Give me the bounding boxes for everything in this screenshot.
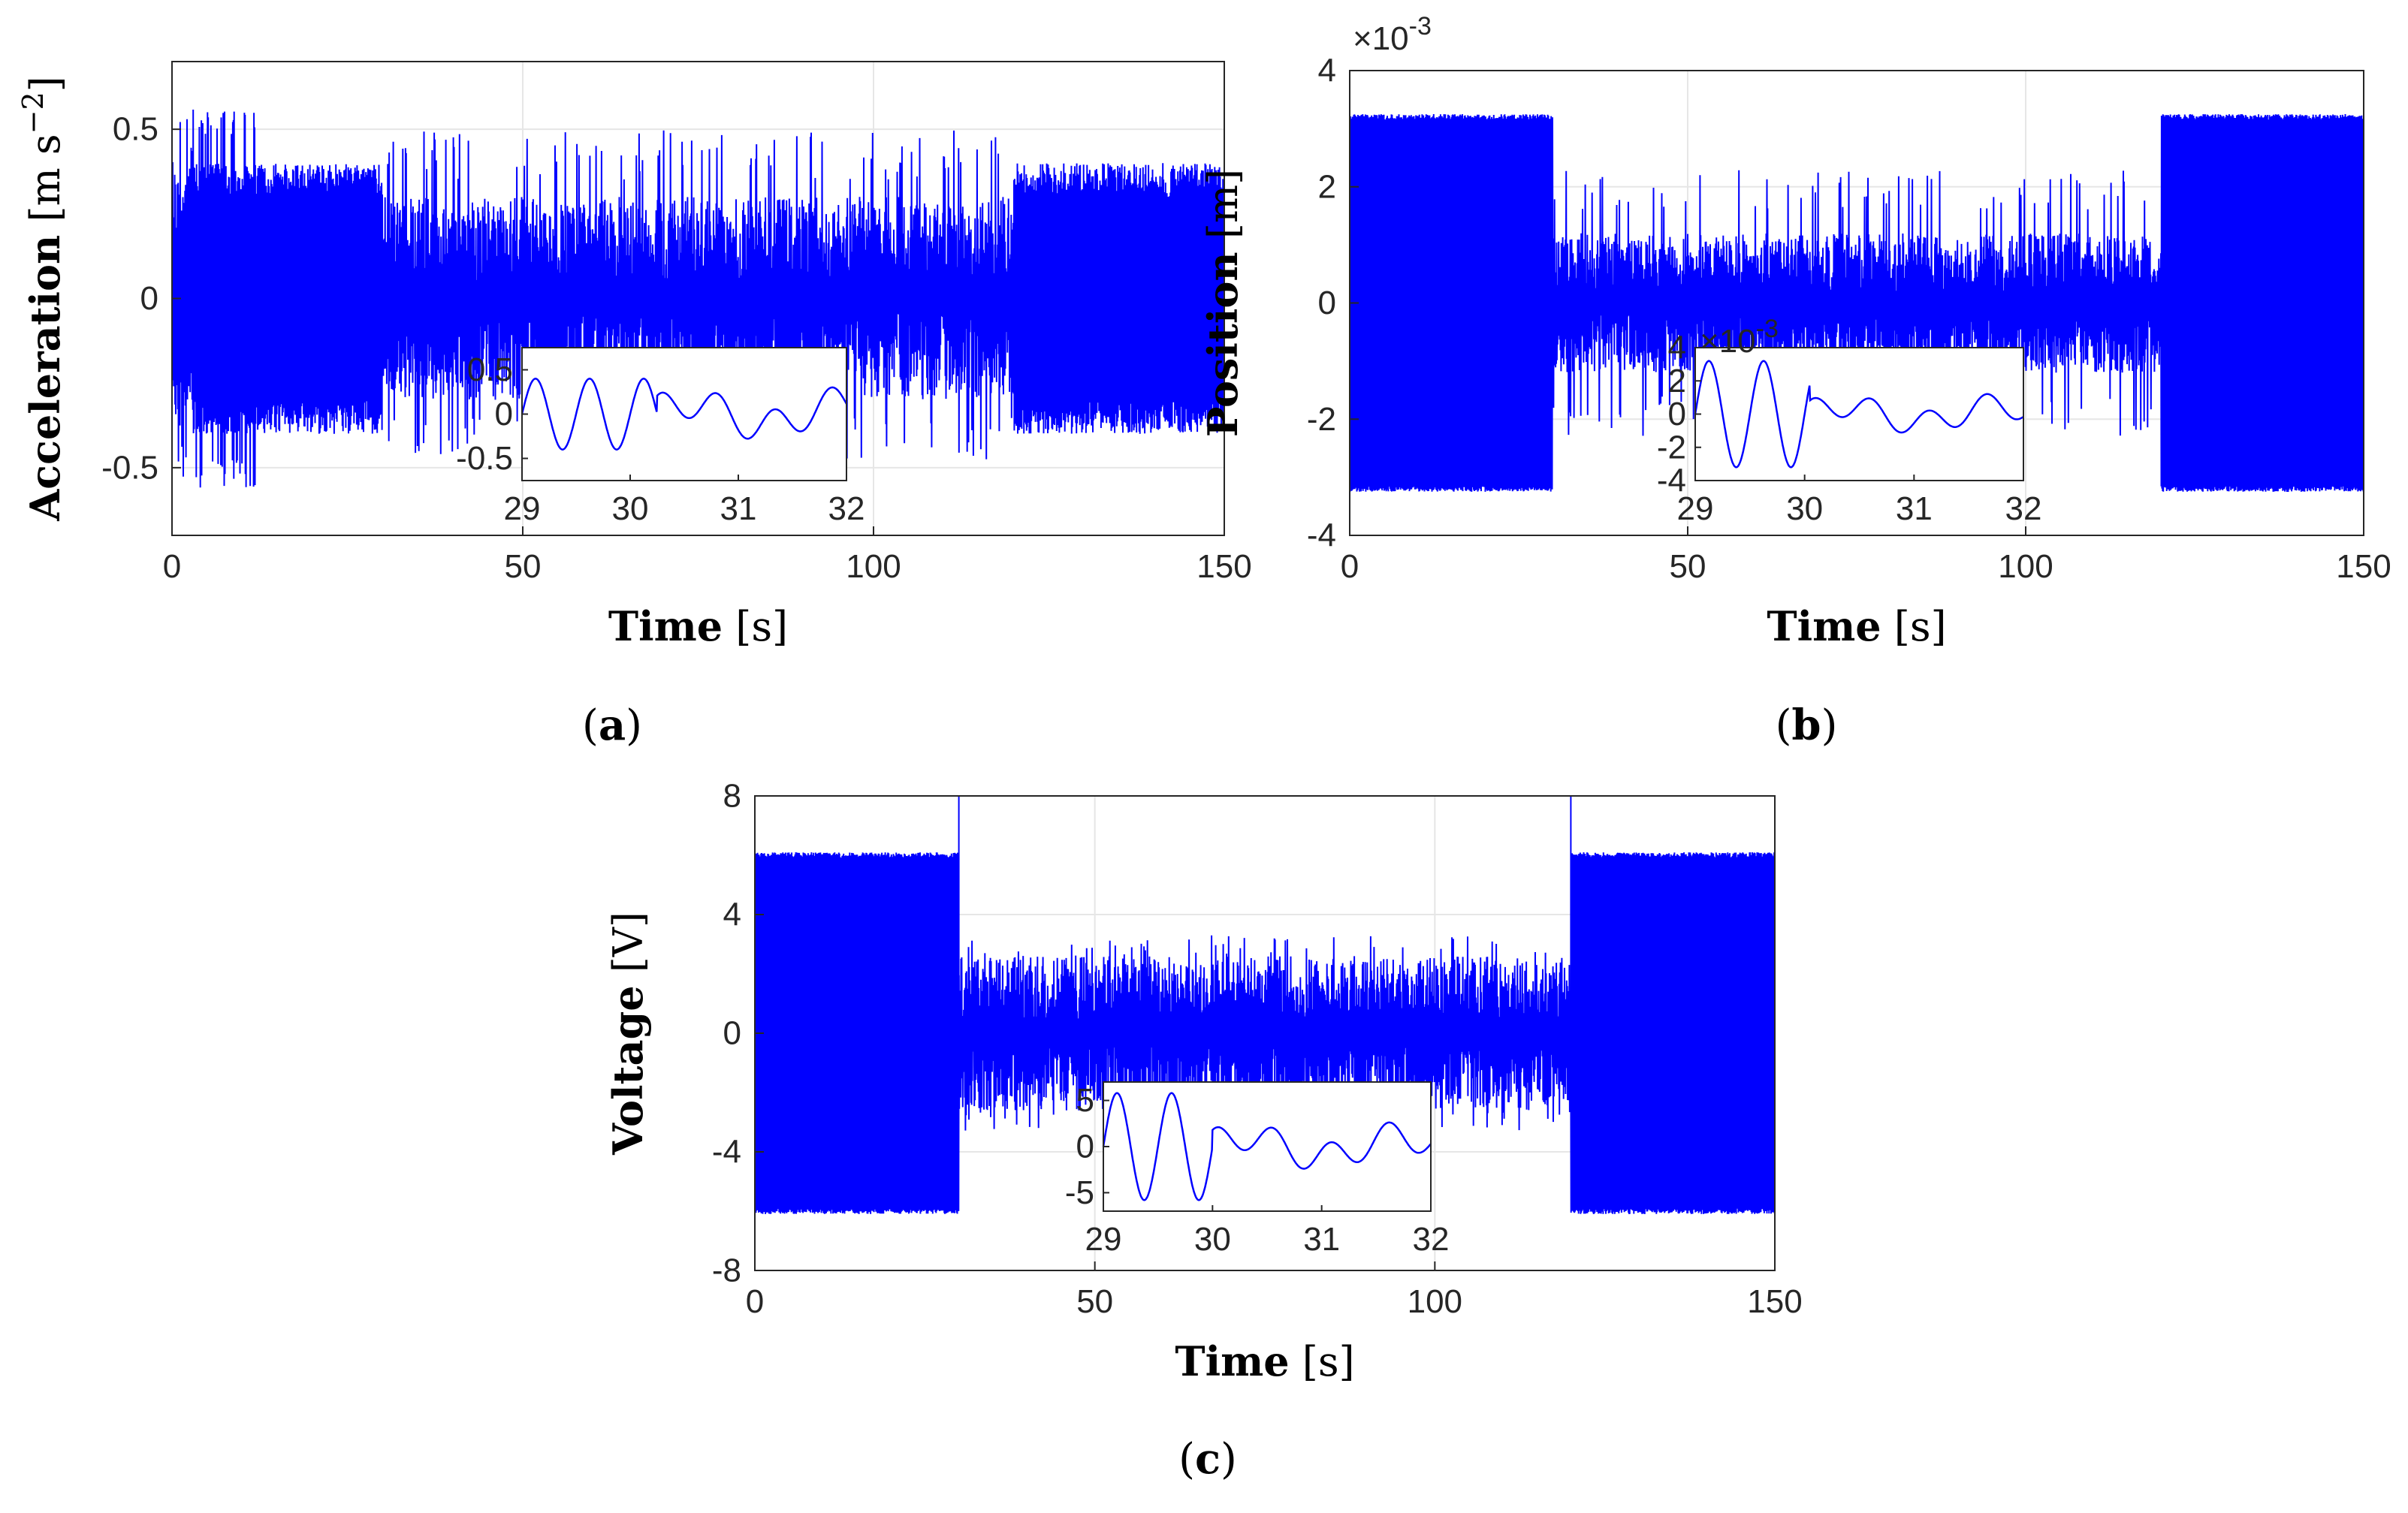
inset-y-tick-label: 4 [1668,330,1686,366]
x-tick-label: 100 [1408,1283,1462,1320]
inset-y-tick-label: -2 [1657,429,1686,466]
inset-y-tick-label: -4 [1657,463,1686,499]
inset-x-tick-label: 29 [1085,1221,1122,1258]
x-tick-label: 50 [1076,1283,1113,1320]
inset-x-tick-label: 31 [1896,490,1933,527]
y-axis-label: Position [m] [1199,169,1247,437]
panel-label: (a) [582,701,642,750]
inset-y-multiplier: ×10-3 [1700,315,1779,360]
x-axis-label: Time [s] [1767,602,1946,650]
y-tick-label: -4 [712,1134,741,1171]
inset-y-tick-label: 0 [1668,396,1686,433]
inset-y-tick-label: -5 [1065,1174,1094,1211]
inset-background [1103,1082,1431,1211]
y-tick-label: -0.5 [101,449,158,486]
inset-series-line [521,378,848,451]
inset-series-line [1102,1092,1432,1201]
x-tick-label: 150 [1747,1283,1802,1320]
inset-series-line [1694,360,2024,469]
y-axis-label: Voltage [V] [604,912,652,1156]
inset-y-tick-label: 5 [1076,1082,1094,1119]
y-tick-label: 0 [1318,285,1336,321]
inset-x-tick-label: 32 [828,490,865,527]
inset-x-tick-label: 31 [720,490,757,527]
y-tick-label: -2 [1307,401,1336,438]
inset-x-tick-label: 32 [2005,490,2042,527]
inset-chart: 29 30 31 32 -0.5 0 0.5 [456,347,865,527]
inset-x-tick-label: 32 [1413,1221,1450,1258]
inset-x-tick-label: 31 [1303,1221,1340,1258]
series-line [171,109,1225,488]
inset-background [522,348,846,481]
y-tick-label: 8 [723,778,741,815]
y-tick-label: 0.5 [113,111,158,148]
inset-x-tick-label: 30 [612,490,649,527]
series-line [754,852,1776,1214]
x-tick-label: 50 [1670,548,1706,585]
y-tick-label: 4 [723,897,741,933]
y-tick-label: -4 [1307,517,1336,554]
x-tick-label: 150 [2336,548,2391,585]
inset-x-tick-label: 30 [1786,490,1823,527]
inset-y-tick-label: 0 [495,396,513,433]
series-line [1349,113,2364,493]
inset-chart: 29 30 31 32 -5 0 5 [1065,1081,1450,1258]
y-multiplier: ×10-3 [1353,12,1432,57]
chart-a: 0 50 100 150 -0.5 0 0.5 Time [s] Acceleration [m… [17,61,1252,750]
y-tick-label: 2 [1318,168,1336,205]
x-tick-label: 0 [746,1283,764,1320]
x-tick-label: 100 [846,548,901,585]
inset-y-tick-label: 0.5 [467,351,513,388]
y-tick-label: 0 [140,280,158,317]
x-tick-label: 150 [1196,548,1251,585]
inset-x-tick-label: 30 [1194,1221,1231,1258]
inset-background [1695,348,2023,481]
panel-label: (c) [1178,1434,1237,1484]
inset-x-tick-label: 29 [504,490,541,527]
inset-y-tick-label: -0.5 [456,440,513,477]
panel-label: (b) [1776,701,1838,750]
y-tick-label: -8 [712,1252,741,1289]
x-tick-label: 0 [1341,548,1359,585]
inset-y-tick-label: 0 [1076,1129,1094,1165]
x-tick-label: 100 [1998,548,2053,585]
x-tick-label: 0 [163,548,181,585]
x-tick-label: 50 [505,548,542,585]
x-axis-label: Time [s] [1175,1337,1354,1385]
inset-y-tick-label: 2 [1668,363,1686,399]
y-axis-label: Acceleration [m s−2] [17,76,69,522]
y-tick-label: 0 [723,1015,741,1052]
x-axis-label: Time [s] [608,602,788,650]
inset-x-tick-label: 29 [1677,490,1714,527]
y-tick-label: 4 [1318,53,1336,89]
